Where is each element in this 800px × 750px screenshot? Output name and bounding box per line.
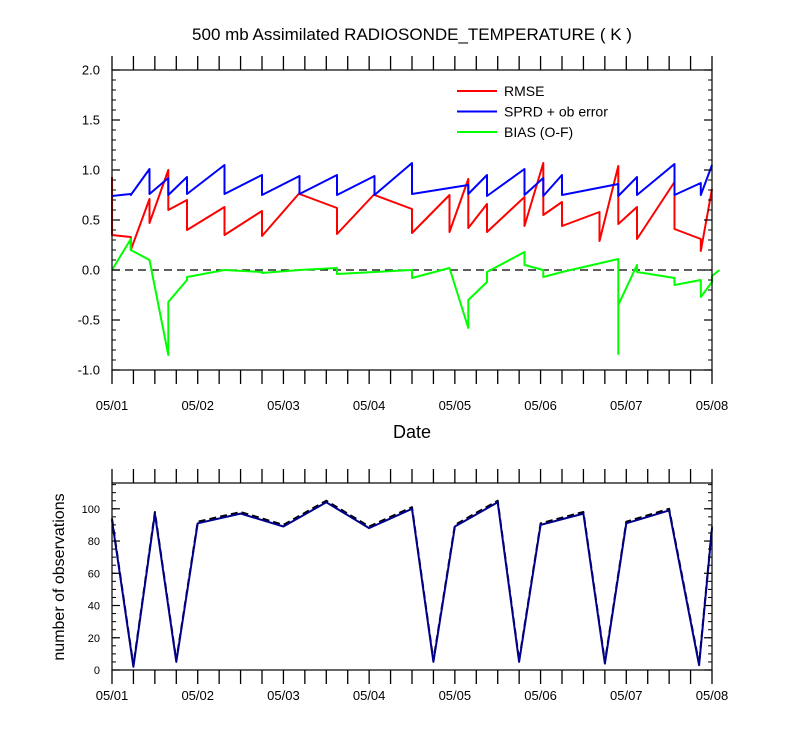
y-tick-label: 80 <box>88 536 100 548</box>
x-tick-label: 05/06 <box>524 688 557 703</box>
series-line-bias-o-f- <box>111 238 721 356</box>
legend-label: BIAS (O-F) <box>504 124 573 140</box>
y-tick-label: 40 <box>88 601 100 613</box>
x-tick-label: 05/06 <box>524 398 557 413</box>
y-tick-label: 2.0 <box>82 63 100 78</box>
top-ticks-group: -1.0 -0.5 0.0 0.5 1.0 1.5 2.0 05/01 05/02 05/03 05… <box>78 56 729 413</box>
x-tick-label: 05/03 <box>267 398 300 413</box>
x-tick-label: 05/02 <box>181 398 214 413</box>
x-tick-label: 05/02 <box>181 688 214 703</box>
x-tick-label: 05/08 <box>696 398 729 413</box>
bottom-y-axis-label: number of observations <box>51 493 68 660</box>
y-tick-label: 100 <box>82 504 100 516</box>
y-tick-label: 1.0 <box>82 163 100 178</box>
legend-label: RMSE <box>504 83 544 99</box>
y-tick-label: 60 <box>88 568 100 580</box>
top-x-axis-label: Date <box>393 422 431 442</box>
series-line-sprd-ob-error <box>111 162 713 197</box>
y-tick-label: -1.0 <box>78 363 100 378</box>
chart-title: 500 mb Assimilated RADIOSONDE_TEMPERATUR… <box>192 25 632 44</box>
y-tick-label: -0.5 <box>78 313 100 328</box>
top-plot-frame <box>111 69 713 371</box>
top-panel: -1.0 -0.5 0.0 0.5 1.0 1.5 2.0 05/01 05/02 05/03 05… <box>78 56 729 442</box>
bottom-panel: 0 20 40 60 80 100 05/01 05/02 05/03 05/04 05/05 05/… <box>51 469 728 703</box>
obs-line-solid <box>111 501 713 668</box>
series-line-rmse <box>111 162 713 252</box>
x-tick-label: 05/01 <box>96 398 129 413</box>
obs-line-dashed <box>111 499 713 667</box>
y-tick-label: 0.5 <box>82 213 100 228</box>
legend: RMSE SPRD + ob error BIAS (O-F) <box>457 83 608 140</box>
top-series-group <box>111 162 721 356</box>
y-tick-label: 1.5 <box>82 113 100 128</box>
bottom-series-group <box>111 499 713 668</box>
y-tick-label: 20 <box>88 633 100 645</box>
x-tick-label: 05/03 <box>267 688 300 703</box>
x-tick-label: 05/04 <box>353 688 386 703</box>
x-tick-label: 05/07 <box>610 398 643 413</box>
x-tick-label: 05/08 <box>696 688 729 703</box>
bottom-ticks-group: 0 20 40 60 80 100 05/01 05/02 05/03 05/04 05/05 05/… <box>82 469 729 703</box>
y-tick-label: 0 <box>94 665 100 677</box>
x-tick-label: 05/07 <box>610 688 643 703</box>
y-tick-label: 0.0 <box>82 263 100 278</box>
legend-label: SPRD + ob error <box>504 104 608 120</box>
bottom-plot-frame <box>111 482 713 671</box>
x-tick-label: 05/04 <box>353 398 386 413</box>
x-tick-label: 05/01 <box>96 688 129 703</box>
x-tick-label: 05/05 <box>439 688 472 703</box>
x-tick-label: 05/05 <box>439 398 472 413</box>
